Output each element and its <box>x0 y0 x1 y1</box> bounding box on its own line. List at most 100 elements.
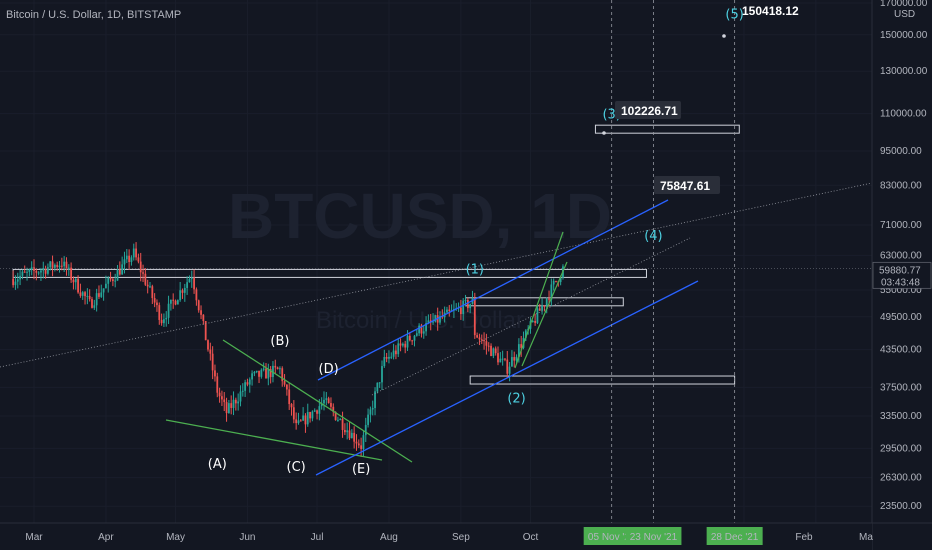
candle-body <box>79 292 82 296</box>
candle-body <box>309 412 311 419</box>
candle-body <box>364 424 367 436</box>
price-tick-label: 63000.00 <box>880 250 922 261</box>
candle-body <box>497 353 499 363</box>
candle-body <box>357 443 360 446</box>
candle-body <box>218 392 221 397</box>
candle-body <box>383 356 386 367</box>
target-marker <box>722 34 726 38</box>
candle-body <box>142 272 144 274</box>
candle-body <box>123 259 126 265</box>
candle-body <box>292 407 295 420</box>
candle-body <box>378 382 381 384</box>
vline-date-label: 28 Dec '21 <box>711 532 759 543</box>
candle-body <box>385 356 388 359</box>
price-tick-label: 130000.00 <box>880 66 928 77</box>
time-tick-label: Apr <box>98 532 114 543</box>
candle-body <box>348 430 351 439</box>
candle-body <box>135 248 137 258</box>
price-tick-label: 43500.00 <box>880 345 922 356</box>
wave-label-abc: (B) <box>270 334 289 349</box>
candle-body <box>552 280 555 285</box>
price-tick-label: 55000.00 <box>880 285 922 296</box>
candle-body <box>420 325 423 334</box>
price-tick-label: 170000.00 <box>880 0 928 9</box>
candle-body <box>483 340 485 342</box>
candle-body <box>341 419 344 430</box>
candle-body <box>367 414 369 425</box>
candle-body <box>559 277 562 283</box>
candle-body <box>230 403 233 408</box>
target-label-bg <box>654 176 720 194</box>
candle-body <box>98 293 100 297</box>
candle-body <box>137 257 140 262</box>
channel-upper-line[interactable] <box>317 199 669 381</box>
current-price-box <box>872 261 932 289</box>
candle-body <box>494 348 497 354</box>
candle-body <box>246 382 249 385</box>
candle-body <box>476 335 479 338</box>
candle-body <box>401 343 404 346</box>
level-box[interactable] <box>594 124 740 134</box>
candle-body <box>362 435 365 449</box>
channel-mid-dotted[interactable] <box>371 237 691 396</box>
candle-body <box>14 281 17 286</box>
candle-body <box>244 382 247 391</box>
candle-body <box>227 403 230 414</box>
target-price-label: 75847.61 <box>660 179 710 193</box>
candle-body <box>248 379 251 385</box>
countdown-label: 03:43:48 <box>881 277 920 288</box>
candle-body <box>60 265 63 267</box>
candle-body <box>74 278 77 283</box>
candle-body <box>186 282 189 288</box>
candle-body <box>297 420 300 424</box>
candle-body <box>550 284 553 300</box>
rising-wedge-upper[interactable] <box>514 231 564 369</box>
candle-body <box>91 299 93 308</box>
candle-body <box>214 370 216 377</box>
candle-body <box>360 445 363 449</box>
candle-body <box>288 389 291 405</box>
candle-body <box>392 350 395 357</box>
candle-body <box>304 415 307 425</box>
candle-body <box>151 286 154 299</box>
candle-body <box>109 277 112 280</box>
candle-body <box>279 368 281 370</box>
candle-body <box>237 401 240 404</box>
trendlines[interactable] <box>0 182 873 476</box>
wedge-lower-line[interactable] <box>165 419 383 461</box>
candle-body <box>241 390 244 392</box>
candle-body <box>323 399 325 404</box>
target-price-label: 102226.71 <box>621 104 678 118</box>
candle-body <box>26 271 28 273</box>
rising-wedge-lower[interactable] <box>521 261 568 367</box>
candle-body <box>504 358 506 360</box>
candle-body <box>327 398 330 404</box>
candle-body <box>239 391 242 402</box>
candle-body <box>128 255 131 262</box>
candle-body <box>325 398 328 400</box>
candle-body <box>146 284 149 287</box>
wave-label-primary: (2) <box>507 392 525 407</box>
target-labels: 75847.61 102226.71 150418.12 <box>602 4 799 194</box>
candle-body <box>418 325 421 334</box>
candle-body <box>485 341 488 346</box>
candle-body <box>21 271 24 276</box>
candle-body <box>276 367 279 370</box>
target-label-bg <box>615 101 681 119</box>
candle-body <box>260 369 263 377</box>
candle-body <box>267 368 270 379</box>
candle-body <box>37 272 40 274</box>
wave-label-abc: (C) <box>287 460 306 475</box>
vline-date-label: 23 Nov '21 <box>630 532 678 543</box>
price-tick-label: 83000.00 <box>880 180 922 191</box>
price-tick-label: 49500.00 <box>880 312 922 323</box>
channel-lower-line[interactable] <box>315 280 699 476</box>
vline-date-label: 05 Nov '21 <box>588 532 636 543</box>
candle-body <box>374 391 376 409</box>
candle-body <box>399 343 402 346</box>
candle-body <box>265 368 267 379</box>
